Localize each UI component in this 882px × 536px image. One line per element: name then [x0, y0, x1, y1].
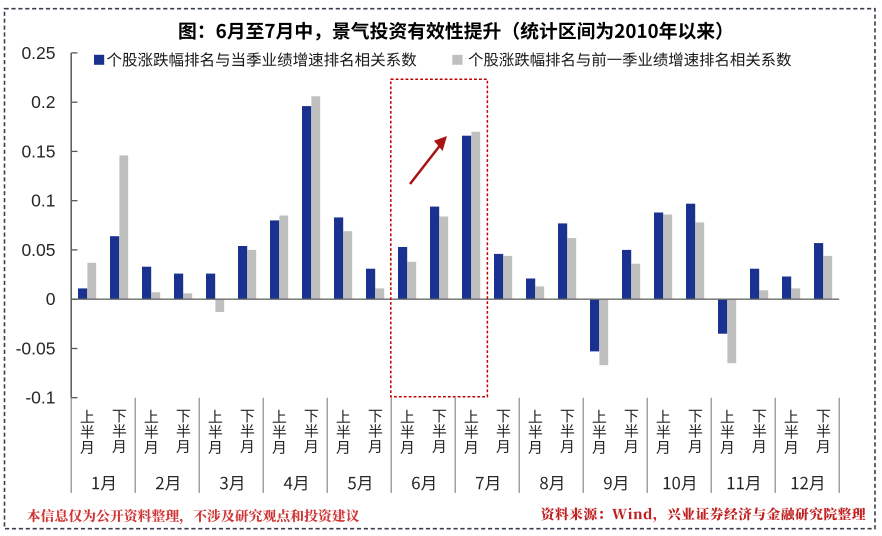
svg-text:-0.05: -0.05	[16, 339, 56, 359]
svg-text:-0.1: -0.1	[25, 388, 55, 408]
svg-text:0.2: 0.2	[31, 92, 55, 112]
svg-text:0.05: 0.05	[21, 240, 55, 260]
svg-text:0.1: 0.1	[31, 191, 55, 211]
svg-text:0.15: 0.15	[21, 141, 55, 161]
svg-text:0: 0	[46, 289, 56, 309]
svg-text:0.25: 0.25	[21, 43, 55, 63]
